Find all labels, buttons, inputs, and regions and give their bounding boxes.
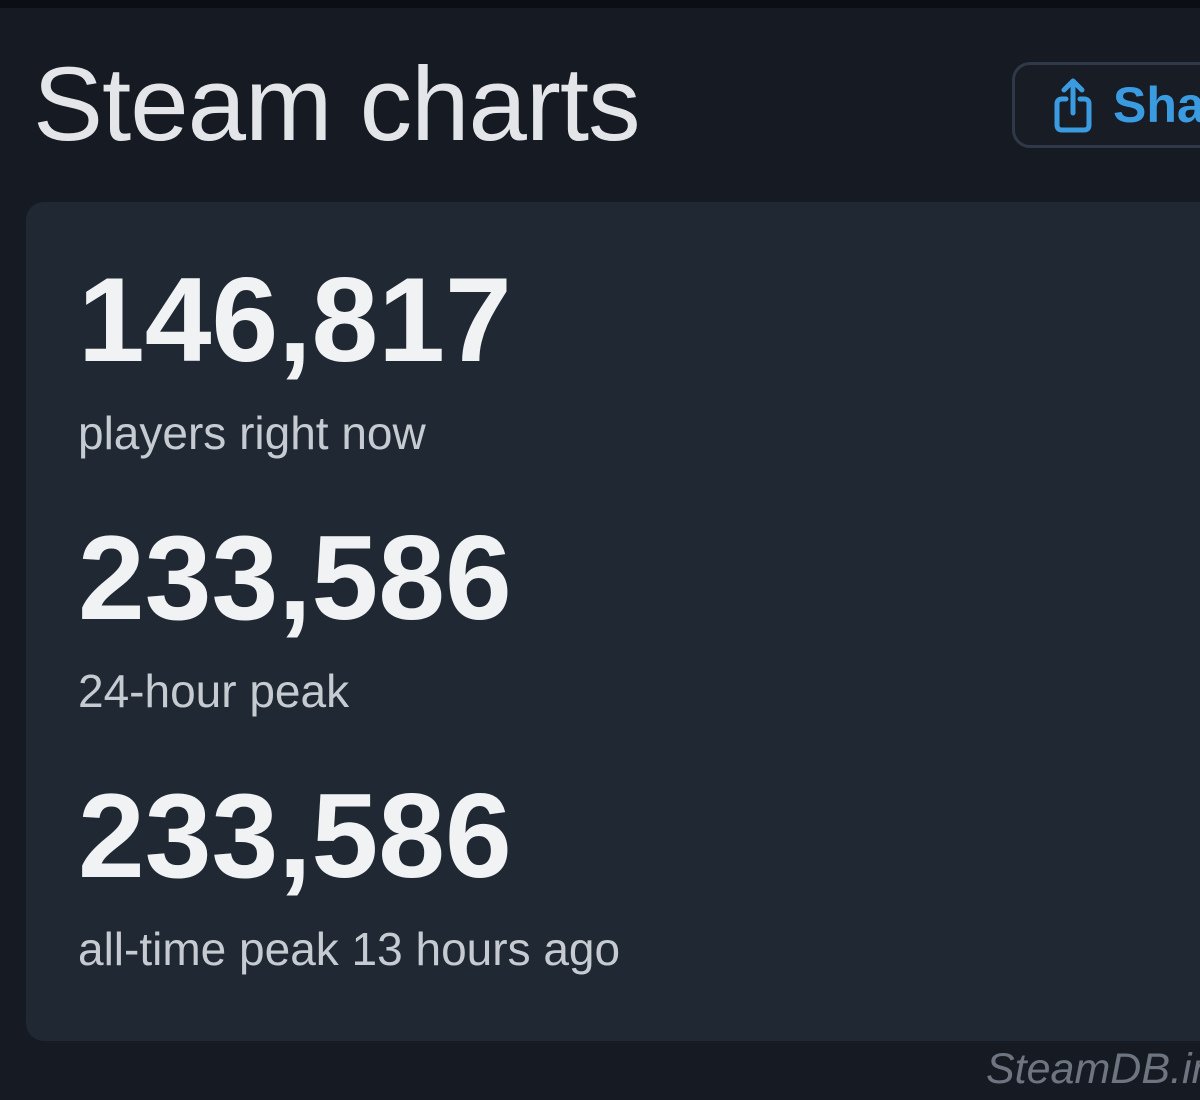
share-button-label: Share (1113, 77, 1200, 133)
players-right-now-value: 146,817 (78, 253, 512, 387)
all-time-peak-value: 233,586 (78, 769, 512, 904)
stat-all-time-peak: 233,586 all-time peak 13 hours ago (78, 776, 1200, 977)
share-icon (1051, 77, 1095, 133)
24-hour-peak-value: 233,586 (78, 511, 512, 646)
share-button[interactable]: Share (1012, 62, 1200, 148)
players-right-now-label: players right now (78, 407, 426, 459)
window-top-strip (0, 0, 1200, 8)
stat-24-hour-peak: 233,586 24-hour peak (78, 518, 1200, 719)
all-time-peak-label: all-time peak 13 hours ago (78, 923, 621, 976)
steamdb-watermark: SteamDB.info (986, 1045, 1200, 1093)
stat-players-right-now: 146,817 players right now (78, 260, 1200, 461)
page-title: Steam charts (33, 46, 641, 163)
steam-charts-stats-card: 146,817 players right now 233,586 24-hou… (26, 202, 1200, 1041)
24-hour-peak-label: 24-hour peak (78, 665, 350, 718)
